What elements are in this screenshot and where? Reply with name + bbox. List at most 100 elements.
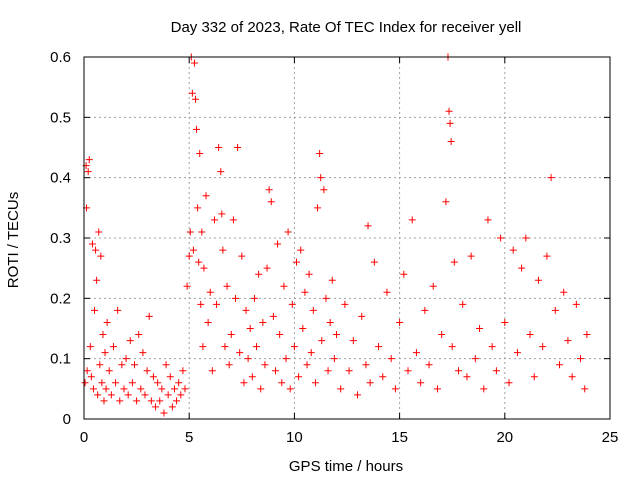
data-point <box>221 343 229 351</box>
data-point <box>130 361 138 369</box>
data-point <box>429 282 437 290</box>
data-point <box>459 300 467 308</box>
data-point <box>328 276 336 284</box>
data-point <box>324 367 332 375</box>
data-point <box>229 216 237 224</box>
y-tick-label: 0 <box>63 411 71 428</box>
data-point <box>152 403 160 411</box>
data-point <box>164 391 172 399</box>
data-point <box>408 216 416 224</box>
data-point <box>99 331 107 339</box>
data-point <box>404 367 412 375</box>
data-point <box>246 325 254 332</box>
data-point <box>192 95 200 103</box>
data-point <box>341 300 349 308</box>
data-point <box>168 403 176 411</box>
data-point <box>476 325 484 332</box>
data-point <box>89 385 97 393</box>
data-point <box>105 367 113 375</box>
data-point <box>271 367 279 375</box>
x-tick-label: 0 <box>80 429 88 446</box>
data-point <box>551 306 559 314</box>
data-point <box>244 355 252 363</box>
data-point <box>572 300 580 308</box>
data-point <box>299 325 307 332</box>
data-point <box>547 174 555 182</box>
data-point <box>114 306 122 314</box>
data-point <box>370 258 378 266</box>
data-point <box>85 156 93 164</box>
data-point <box>447 137 455 145</box>
data-point <box>208 367 216 375</box>
data-point <box>543 252 551 260</box>
data-point <box>236 349 244 357</box>
data-point <box>265 186 273 194</box>
data-point <box>124 391 132 399</box>
data-point <box>183 282 191 290</box>
data-point <box>210 216 218 224</box>
data-point <box>84 168 92 176</box>
data-point <box>223 282 231 290</box>
data-point <box>145 312 153 320</box>
data-point <box>139 349 147 357</box>
data-point <box>96 361 104 369</box>
data-point <box>301 288 309 296</box>
data-point <box>293 258 301 266</box>
data-point <box>227 331 235 339</box>
data-point <box>421 306 429 314</box>
data-point <box>583 331 591 339</box>
x-axis-ticks: 0 5 10 15 20 25 <box>80 57 618 446</box>
data-point <box>445 107 453 115</box>
data-point <box>162 361 170 369</box>
data-point <box>189 246 197 254</box>
data-point <box>170 385 178 393</box>
data-point <box>181 385 189 393</box>
data-point <box>320 186 328 194</box>
data-point <box>288 300 296 308</box>
data-point <box>116 397 124 405</box>
data-point <box>366 379 374 387</box>
data-point <box>387 355 395 363</box>
data-point <box>274 240 282 248</box>
data-point <box>383 288 391 296</box>
data-point <box>375 343 383 351</box>
data-point <box>354 391 362 399</box>
data-point <box>190 59 198 67</box>
data-point <box>103 318 111 326</box>
data-point <box>83 367 91 375</box>
data-point <box>81 379 89 387</box>
data-point <box>215 144 223 151</box>
data-point <box>448 343 456 351</box>
data-point <box>217 168 225 176</box>
data-point <box>255 270 263 278</box>
data-point <box>391 385 399 393</box>
data-point <box>177 391 185 399</box>
x-axis-label: GPS time / hours <box>289 458 403 475</box>
data-point <box>261 361 269 369</box>
data-point <box>446 119 454 127</box>
data-point <box>88 240 96 248</box>
data-point <box>286 385 294 393</box>
data-point <box>101 349 109 357</box>
data-point <box>122 355 130 363</box>
data-point <box>379 373 387 381</box>
data-point <box>196 150 204 158</box>
data-point <box>492 367 500 375</box>
data-point <box>231 294 239 302</box>
data-point <box>206 288 214 296</box>
data-point <box>238 252 246 260</box>
x-tick-label: 15 <box>391 429 408 446</box>
data-point <box>141 391 149 399</box>
data-point <box>501 318 509 326</box>
data-point <box>295 373 303 381</box>
data-point <box>564 337 572 345</box>
data-point <box>91 306 99 314</box>
data-point <box>204 318 212 326</box>
data-point <box>112 379 120 387</box>
data-point <box>143 367 151 375</box>
data-point <box>581 385 589 393</box>
data-point <box>92 246 100 254</box>
data-point <box>173 397 181 405</box>
data-point <box>199 343 207 351</box>
data-point <box>240 379 248 387</box>
